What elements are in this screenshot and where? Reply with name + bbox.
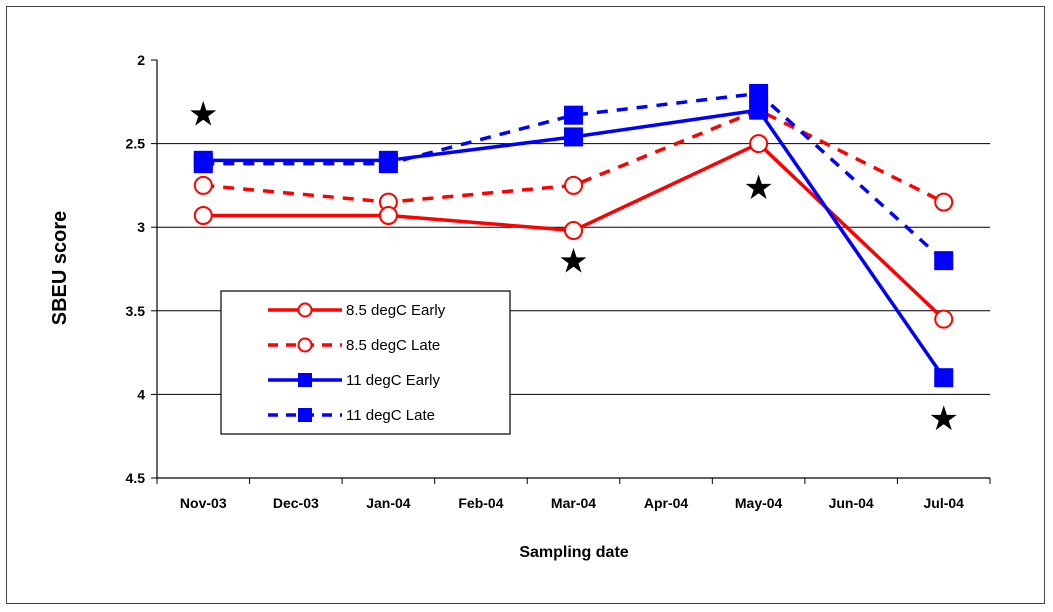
- series-11-degc-early: [193, 100, 954, 388]
- y-tick-label: 4.5: [126, 470, 146, 486]
- y-tick-label: 3: [137, 219, 145, 235]
- x-tick-label: Jul-04: [923, 495, 964, 511]
- legend-item: 8.5 degC Early: [268, 302, 446, 319]
- legend-label: 11 degC Late: [346, 407, 435, 424]
- legend-box: [220, 290, 511, 435]
- significance-star-icon: ★: [188, 95, 218, 135]
- data-point: [749, 83, 769, 103]
- x-tick-label: Apr-04: [644, 495, 689, 511]
- data-point: [193, 205, 213, 225]
- legend-label: 8.5 degC Late: [346, 337, 440, 354]
- data-point: [749, 100, 769, 120]
- series-lines: [193, 83, 954, 388]
- y-tick-label: 4: [137, 386, 145, 402]
- chart-frame: [6, 6, 1045, 604]
- annotations: ★ ★ ★ ★: [188, 95, 959, 439]
- x-tick-label: Feb-04: [458, 495, 503, 511]
- legend-label: 8.5 degC Early: [346, 302, 446, 319]
- legend-label: 11 degC Early: [346, 372, 440, 389]
- x-tick-label: Jan-04: [366, 495, 411, 511]
- x-axis-title: Sampling date: [519, 544, 628, 561]
- data-point: [378, 150, 398, 170]
- data-point: [297, 337, 313, 353]
- data-point: [934, 192, 954, 212]
- y-axis-title: SBEU score: [49, 211, 71, 326]
- x-tick-label: May-04: [735, 495, 783, 511]
- data-point: [297, 302, 313, 318]
- data-point: [193, 175, 213, 195]
- data-point: [934, 368, 954, 388]
- data-point: [564, 221, 583, 241]
- data-point: [749, 134, 769, 154]
- significance-star-icon: ★: [928, 399, 958, 439]
- y-tick-label: 2: [137, 52, 145, 68]
- axes: 2 2.5 3 3.5 4 4.5 Nov-03 Dec-03 Jan-04 Feb-04 Mar-…: [126, 52, 991, 511]
- data-point: [564, 105, 583, 125]
- x-tick-label: Jun-04: [829, 495, 874, 511]
- series-line: [203, 108, 945, 204]
- significance-star-icon: ★: [743, 168, 773, 208]
- x-tick-label: Dec-03: [273, 495, 319, 511]
- x-tick-label: Nov-03: [180, 495, 227, 511]
- data-point: [564, 127, 583, 147]
- y-tick-label: 2.5: [126, 136, 146, 152]
- x-tick-label: Mar-04: [551, 495, 596, 511]
- legend-item: 11 degC Early: [268, 372, 440, 389]
- significance-star-icon: ★: [558, 242, 588, 282]
- data-point: [378, 205, 398, 225]
- data-point: [193, 150, 213, 170]
- data-point: [298, 373, 312, 387]
- data-point: [298, 408, 312, 422]
- data-point: [934, 309, 954, 329]
- data-point: [564, 175, 583, 195]
- legend: 8.5 degC Early 8.5 degC Late 11 degC Early…: [220, 290, 511, 435]
- legend-item: 8.5 degC Late: [268, 337, 440, 354]
- legend-item: 11 degC Late: [268, 407, 435, 424]
- series-line: [203, 91, 945, 262]
- y-tick-label: 3.5: [126, 303, 146, 319]
- data-point: [934, 251, 954, 271]
